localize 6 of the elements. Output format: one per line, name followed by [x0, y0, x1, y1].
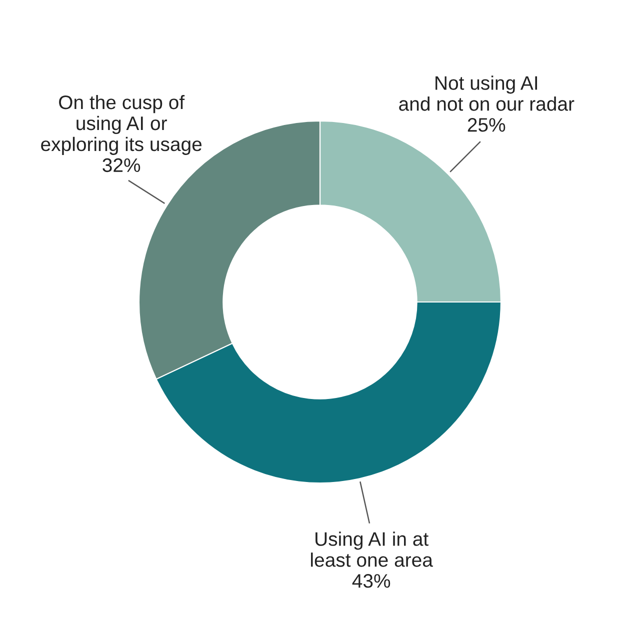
data-label: 43%: [352, 574, 390, 588]
slice-label: On the cusp of using AI or exploring its usage: [41, 94, 202, 155]
slice-label: Not using AI and not on our radar: [399, 76, 574, 111]
slice-label: Using AI in at least one area: [311, 532, 433, 567]
data-label: 25%: [468, 118, 506, 132]
data-label: 32%: [102, 158, 140, 172]
